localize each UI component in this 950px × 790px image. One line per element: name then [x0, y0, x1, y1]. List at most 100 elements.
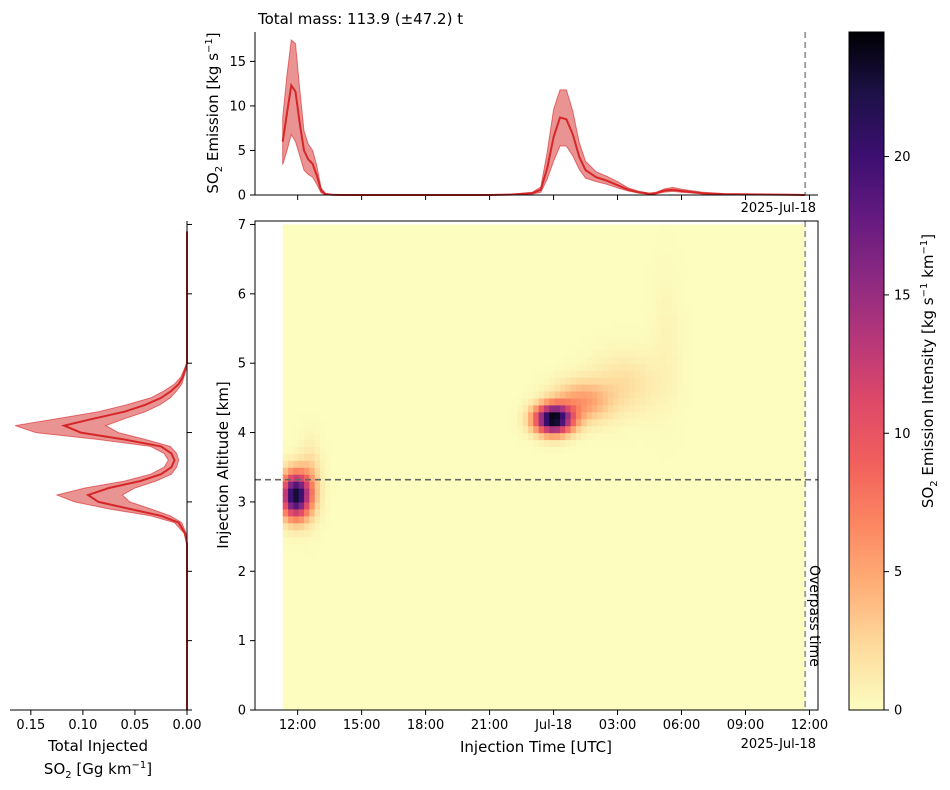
heatmap-cell	[575, 689, 582, 697]
heatmap-cell	[469, 293, 476, 302]
heatmap-cell	[623, 425, 630, 434]
heatmap-cell	[320, 501, 326, 510]
heatmap-cell	[357, 564, 364, 572]
heatmap-cell	[591, 571, 598, 579]
heatmap-cell	[581, 342, 588, 350]
heatmap-cell	[565, 675, 572, 683]
heatmap-cell	[565, 307, 572, 316]
heatmap-cell	[538, 245, 545, 253]
heatmap-cell	[357, 259, 364, 267]
heatmap-cell	[389, 515, 396, 524]
heatmap-cell	[432, 279, 438, 288]
heatmap-cell	[591, 564, 598, 572]
heatmap-cell	[634, 328, 641, 337]
heatmap-cell	[410, 550, 417, 559]
heatmap-cell	[607, 411, 614, 420]
heatmap-cell	[527, 266, 534, 274]
heatmap-cell	[554, 599, 561, 607]
heatmap-cell	[575, 411, 582, 420]
heatmap-cell	[501, 501, 508, 510]
heatmap-cell	[463, 279, 470, 288]
heatmap-cell	[506, 474, 513, 482]
heatmap-cell	[517, 432, 524, 441]
heatmap-cell	[304, 238, 310, 246]
heatmap-cell	[597, 592, 604, 600]
heatmap-cell	[314, 273, 321, 281]
heatmap-cell	[479, 425, 486, 434]
heatmap-cell	[341, 293, 348, 302]
heatmap-cell	[309, 349, 316, 357]
heatmap-cell	[549, 293, 556, 302]
heatmap-cell	[293, 252, 300, 260]
heatmap-cell	[293, 245, 300, 253]
heatmap-cell	[453, 335, 460, 343]
heatmap-cell	[495, 356, 502, 364]
heatmap-cell	[453, 605, 460, 614]
heatmap-cell	[346, 363, 353, 371]
heatmap-cell	[650, 488, 657, 496]
heatmap-cell	[373, 564, 380, 572]
heatmap-cell	[618, 411, 625, 420]
heatmap-cell	[288, 384, 294, 392]
heatmap-cell	[304, 661, 310, 669]
heatmap-cell	[591, 494, 598, 503]
heatmap-cell	[517, 550, 524, 559]
heatmap-cell	[517, 689, 524, 697]
heatmap-cell	[373, 481, 380, 489]
heatmap-cell	[416, 460, 422, 468]
heatmap-cell	[479, 522, 486, 531]
heatmap-cell	[533, 307, 540, 316]
heatmap-cell	[591, 446, 598, 454]
heatmap-cell	[506, 404, 513, 413]
heatmap-cell	[517, 293, 524, 302]
heatmap-cell	[298, 675, 305, 683]
heatmap-cell	[400, 564, 406, 572]
heatmap-cell	[304, 564, 310, 572]
heatmap-cell	[511, 460, 518, 468]
heatmap-cell	[288, 599, 294, 607]
heatmap-cell	[522, 446, 529, 454]
heatmap-cell	[320, 626, 326, 635]
heatmap-cell	[607, 259, 614, 267]
heatmap-cell	[506, 418, 513, 427]
heatmap-cell	[320, 578, 326, 586]
heatmap-cell	[597, 536, 604, 545]
heatmap-cell	[298, 488, 305, 496]
heatmap-cell	[293, 356, 300, 364]
heatmap-cell	[304, 356, 310, 364]
heatmap-cell	[479, 453, 486, 461]
heatmap-cell	[426, 238, 433, 246]
heatmap-cell	[325, 266, 332, 274]
heatmap-cell	[629, 404, 636, 413]
heatmap-cell	[581, 238, 588, 246]
heatmap-cell	[495, 654, 502, 663]
heatmap-cell	[501, 460, 508, 468]
heatmap-cell	[410, 432, 417, 441]
heatmap-cell	[330, 321, 337, 330]
heatmap-cell	[511, 557, 518, 565]
heatmap-cell	[282, 592, 289, 600]
heatmap-cell	[426, 404, 433, 413]
heatmap-cell	[549, 543, 556, 552]
heatmap-cell	[607, 266, 614, 274]
heatmap-cell	[400, 370, 406, 378]
heatmap-cell	[293, 238, 300, 246]
heatmap-cell	[655, 488, 662, 496]
heatmap-cell	[650, 522, 657, 531]
heatmap-cell	[282, 273, 289, 281]
heatmap-cell	[533, 231, 540, 239]
heatmap-cell	[304, 286, 310, 295]
heatmap-cell	[357, 404, 364, 413]
heatmap-cell	[485, 259, 492, 267]
heatmap-cell	[282, 252, 289, 260]
heatmap-cell	[373, 397, 380, 406]
heatmap-cell	[575, 550, 582, 559]
heatmap-cell	[325, 314, 332, 323]
heatmap-cell	[607, 488, 614, 496]
heatmap-cell	[346, 467, 353, 475]
heatmap-cell	[463, 592, 470, 600]
heatmap-cell	[282, 550, 289, 559]
heatmap-cell	[341, 342, 348, 350]
heatmap-cell	[645, 682, 652, 690]
heatmap-cell	[282, 467, 289, 475]
